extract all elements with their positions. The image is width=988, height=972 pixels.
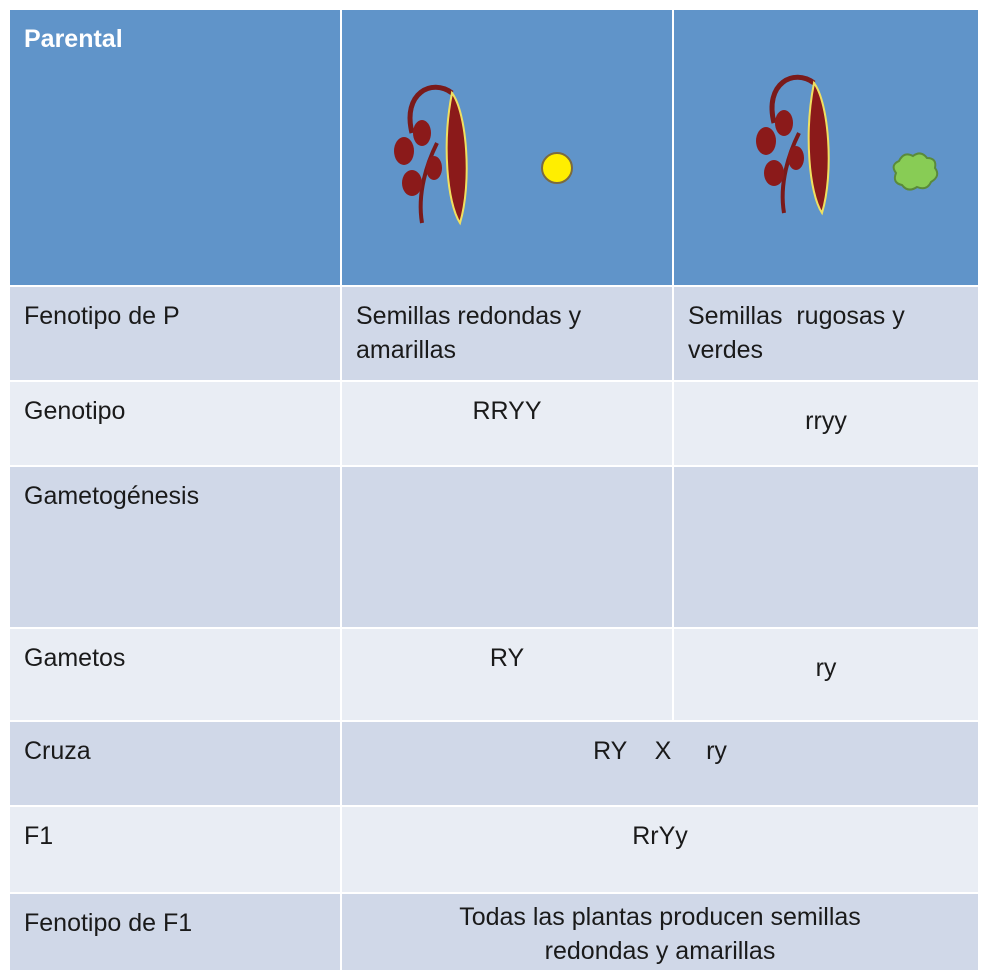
cell: F1 (8, 805, 342, 894)
header-row: Parental (8, 8, 980, 287)
cell: Cruza (8, 720, 342, 807)
row: Fenotipo de P Semillas redondas y amaril… (8, 285, 980, 382)
cell: Gametos (8, 627, 342, 722)
header-cell: Parental (8, 8, 342, 287)
cell: RY (340, 627, 674, 722)
row: Genotipo RRYY rryy (8, 380, 980, 467)
plant-yellow-seed (394, 84, 573, 226)
row: Fenotipo de F1 Todas las plantas produce… (8, 892, 980, 972)
cell: Gametogénesis (8, 465, 342, 629)
row: Gametogénesis (8, 465, 980, 629)
cell: Todas las plantas producen semillas redo… (340, 892, 980, 972)
cell: RY X ry (340, 720, 980, 807)
table: Parental (8, 8, 980, 972)
cell: rryy (672, 380, 980, 467)
row: Cruza RY X ry (8, 720, 980, 807)
image-cell (340, 8, 674, 287)
cell: Semillas rugosas y verdes (672, 285, 980, 382)
row: F1 RrYy (8, 805, 980, 894)
cell (340, 465, 674, 629)
cell: RRYY (340, 380, 674, 467)
row: Gametos RY ry (8, 627, 980, 722)
cell: Semillas redondas y amarillas (340, 285, 674, 382)
cell: ry (672, 627, 980, 722)
cell: Genotipo (8, 380, 342, 467)
cell (672, 465, 980, 629)
image-cell (672, 8, 980, 287)
cell: Fenotipo de F1 (8, 892, 342, 972)
cell: RrYy (340, 805, 980, 894)
plant-green-seed (756, 74, 939, 216)
cell: Fenotipo de P (8, 285, 342, 382)
